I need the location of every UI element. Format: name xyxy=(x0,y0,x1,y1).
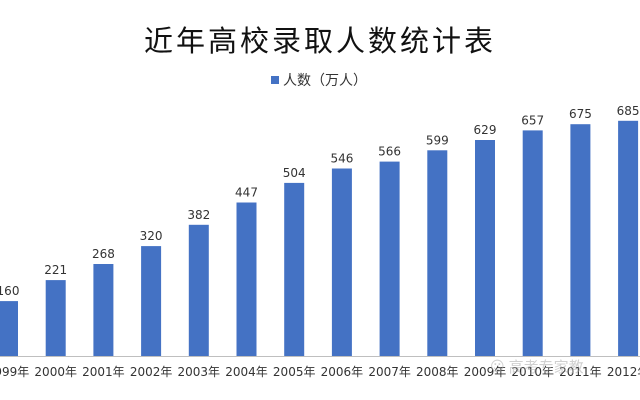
data-label-2007年: 566 xyxy=(378,145,401,159)
x-tick-label-2007年: 2007年 xyxy=(368,365,411,379)
bar-2008年 xyxy=(427,150,448,356)
x-tick-label-2004年: 2004年 xyxy=(225,365,268,379)
data-label-2002年: 320 xyxy=(140,229,163,243)
x-tick-label-2002年: 2002年 xyxy=(130,365,173,379)
bar-2010年 xyxy=(522,130,543,356)
x-tick-label-2001年: 2001年 xyxy=(82,365,125,379)
bar-2011年 xyxy=(570,124,591,356)
data-label-2010年: 657 xyxy=(521,113,544,127)
x-tick-label-1999年: 1999年 xyxy=(0,365,29,379)
data-label-2005年: 504 xyxy=(283,166,306,180)
bar-1999年 xyxy=(0,301,18,356)
legend-label: 人数（万人） xyxy=(283,73,367,89)
data-label-2001年: 268 xyxy=(92,247,115,261)
x-tick-label-2005年: 2005年 xyxy=(273,365,316,379)
data-label-1999年: 160 xyxy=(0,284,19,298)
bar-2005年 xyxy=(284,182,305,356)
chart-title: 近年高校录取人数统计表 xyxy=(143,24,496,58)
data-label-2009年: 629 xyxy=(474,123,497,137)
x-tick-label-2011年: 2011年 xyxy=(559,365,602,379)
data-label-2012年: 685 xyxy=(617,104,640,118)
data-label-2008年: 599 xyxy=(426,133,449,147)
x-tick-label-2000年: 2000年 xyxy=(34,365,77,379)
bar-2004年 xyxy=(236,202,257,356)
x-tick-label-2012年: 2012年 xyxy=(607,365,640,379)
data-label-2011年: 675 xyxy=(569,107,592,121)
legend-swatch xyxy=(271,76,279,84)
data-label-2000年: 221 xyxy=(44,263,67,277)
x-tick-label-2010年: 2010年 xyxy=(511,365,554,379)
bar-2003年 xyxy=(188,224,209,356)
bar-2002年 xyxy=(141,246,162,356)
bar-2006年 xyxy=(331,168,352,356)
x-tick-label-2006年: 2006年 xyxy=(321,365,364,379)
data-label-2003年: 382 xyxy=(187,208,210,222)
bar-2000年 xyxy=(45,280,66,356)
x-tick-label-2008年: 2008年 xyxy=(416,365,459,379)
bar-2012年 xyxy=(618,120,639,356)
bar-2007年 xyxy=(379,161,400,356)
chart-legend: 人数（万人） xyxy=(271,70,367,90)
x-tick-label-2003年: 2003年 xyxy=(178,365,221,379)
data-label-2004年: 447 xyxy=(235,186,258,200)
bar-2001年 xyxy=(93,264,114,356)
x-tick-label-2009年: 2009年 xyxy=(464,365,507,379)
data-label-2006年: 546 xyxy=(330,152,353,166)
bar-2009年 xyxy=(475,140,495,356)
